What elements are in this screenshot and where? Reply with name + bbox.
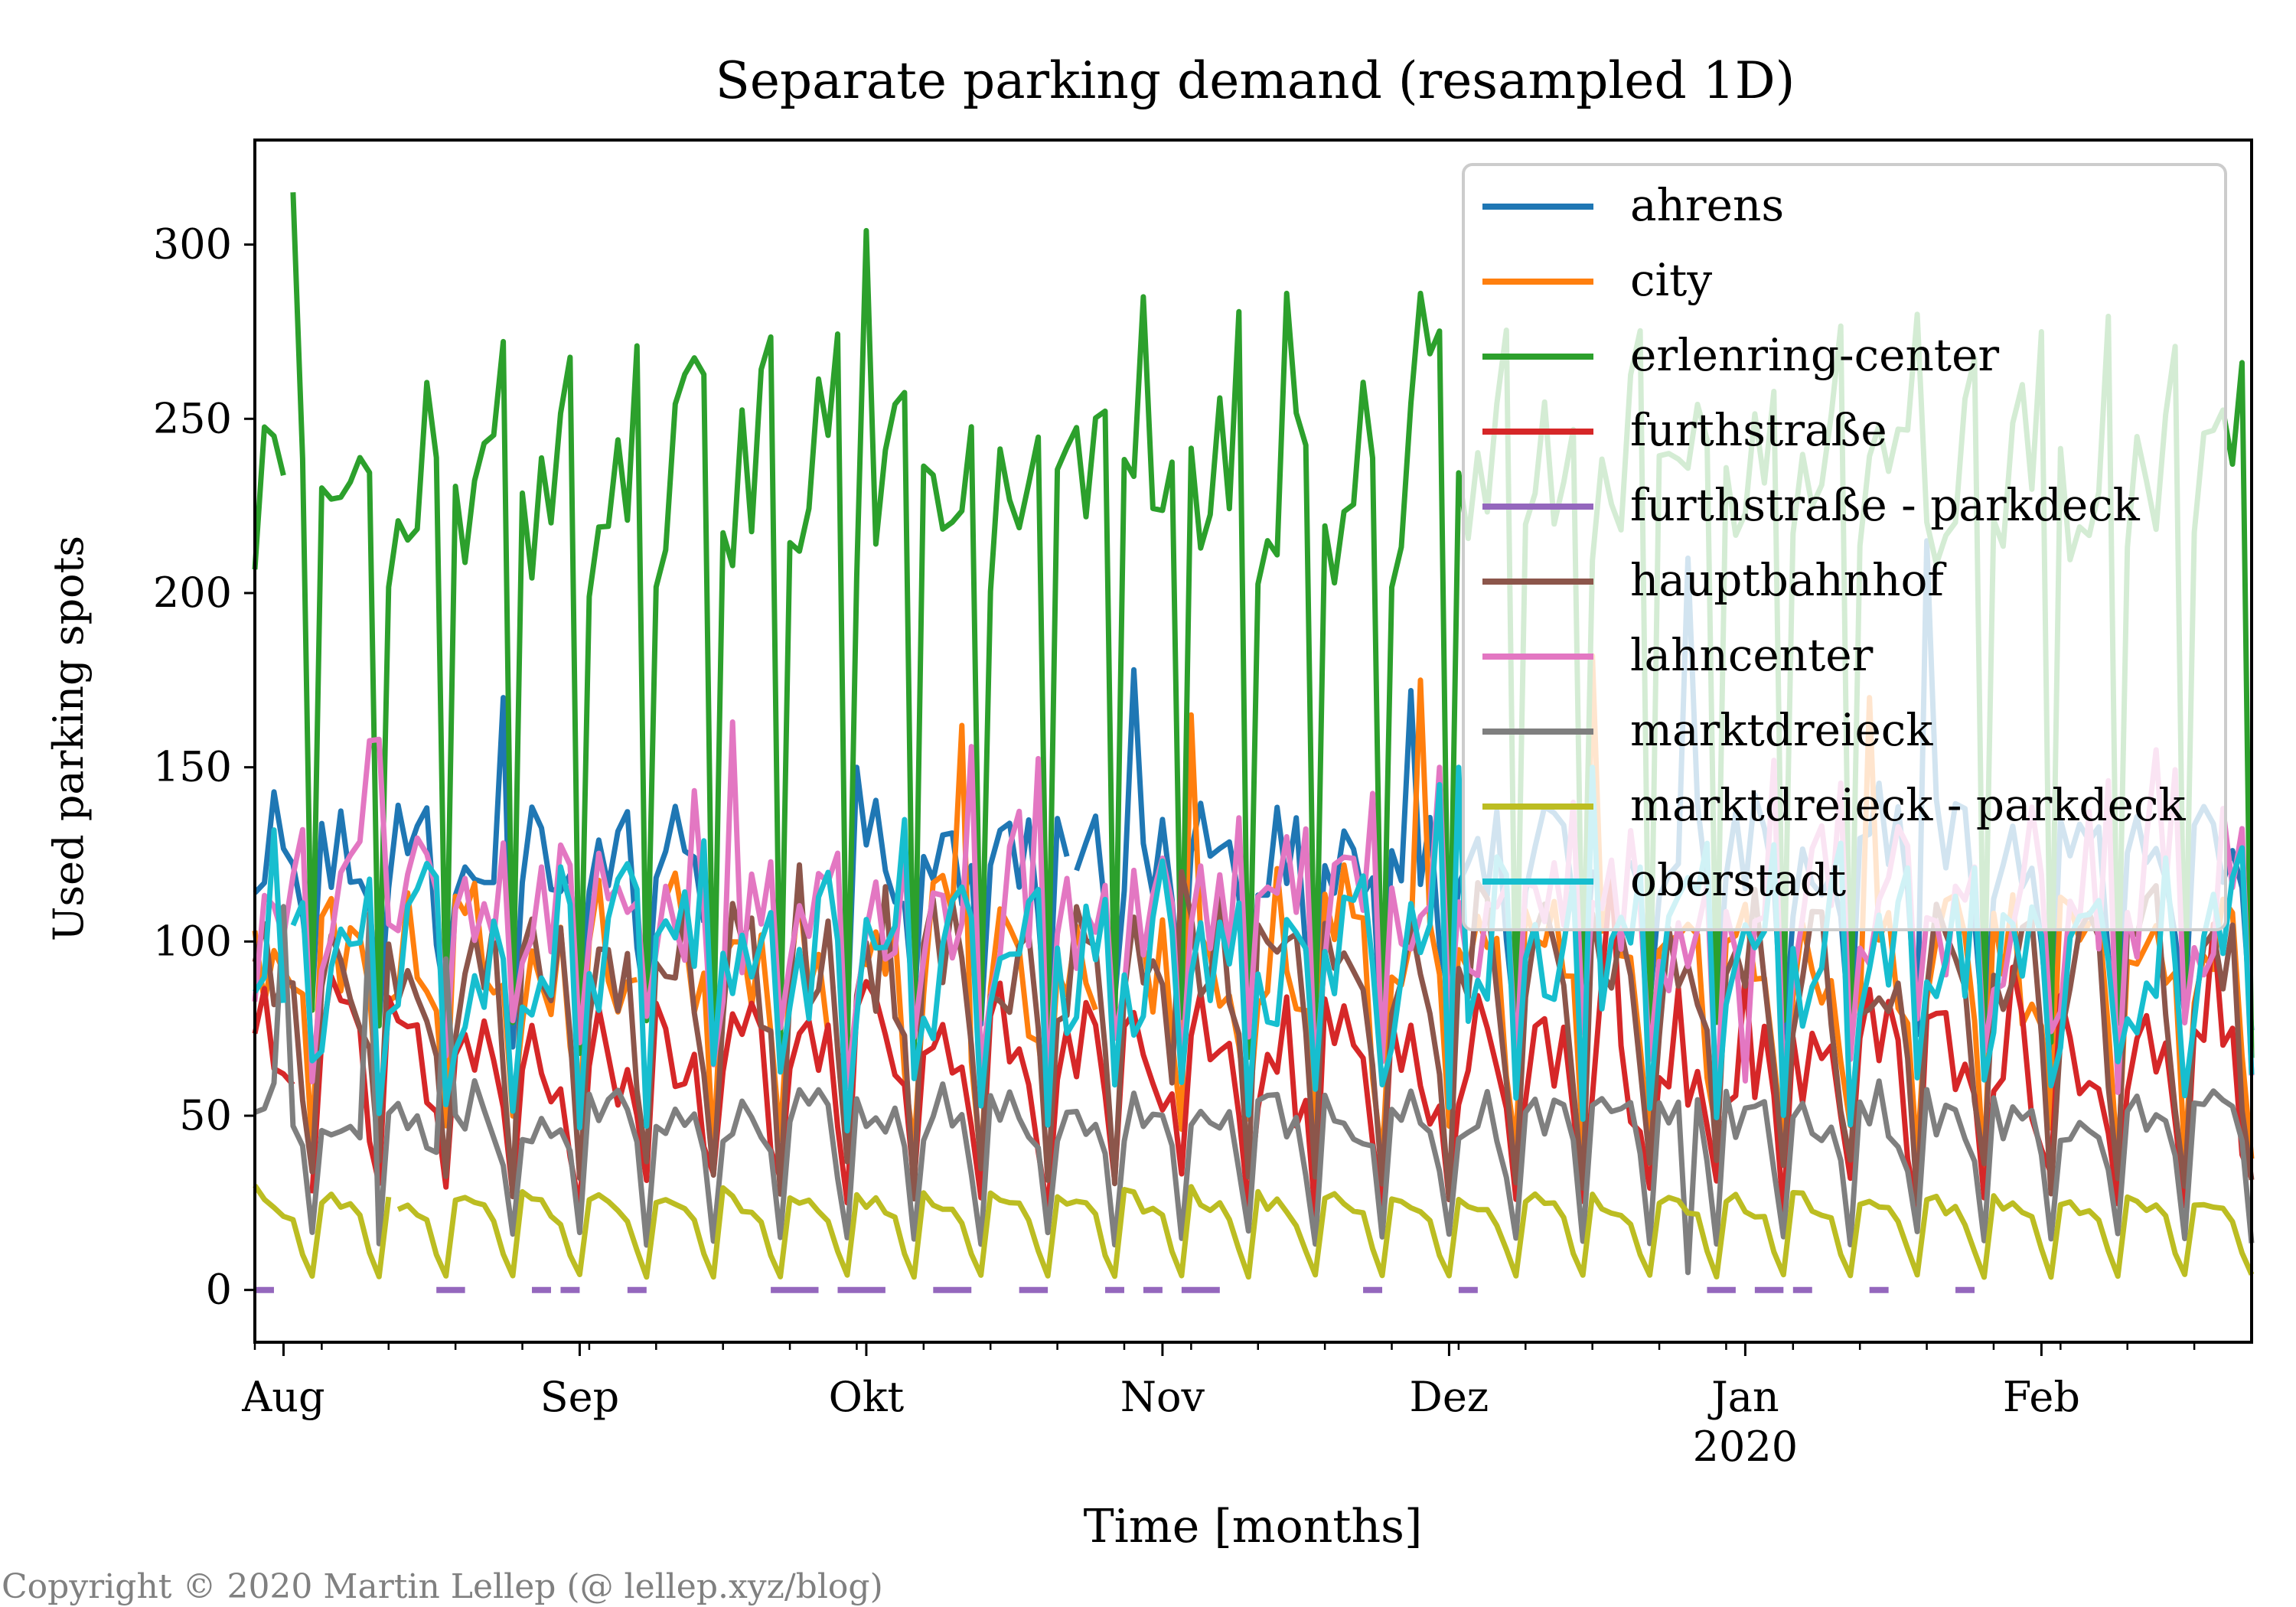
legend-frame	[1462, 163, 2227, 931]
x-tick-label: Nov	[1120, 1373, 1205, 1421]
y-tick-label: 0	[206, 1266, 232, 1314]
series-ahrens-line	[1074, 667, 1596, 1051]
series-oberstadt-line	[290, 764, 2255, 1134]
y-tick-label: 300	[153, 220, 232, 269]
legend-label: marktdreieck - parkdeck	[1630, 779, 2186, 831]
legend-label: marktdreieck	[1630, 704, 1933, 756]
series-marktdreieck-parkdeck-line	[253, 1184, 392, 1279]
legend-label: city	[1630, 254, 1712, 306]
series-lahncenter-line	[252, 719, 2255, 1107]
legend-label: furthstraße	[1630, 404, 1887, 456]
y-axis-ticks: 0 50 100 150 200 250 300	[153, 220, 255, 1314]
copyright-notice: Copyright © 2020 Martin Lellep (@ lellep…	[2, 1567, 883, 1606]
series-erlenring-center-line	[252, 424, 286, 570]
x-tick-label: Feb	[2003, 1373, 2080, 1421]
series-ahrens-line	[253, 695, 707, 1050]
legend-label: erlenring-center	[1630, 329, 1999, 381]
x-tick-label: Dez	[1410, 1373, 1489, 1421]
x-tick-label: Okt	[829, 1373, 905, 1421]
series-furthstra-e-line	[309, 869, 2255, 1220]
x-tick-label: Jan	[1707, 1373, 1779, 1421]
legend-label: oberstadt	[1630, 854, 1846, 906]
x-axis-label: Time [months]	[1084, 1500, 1423, 1553]
series-marktdreieck-line	[253, 904, 2255, 1276]
legend-label: lahncenter	[1630, 629, 1874, 681]
y-tick-label: 50	[179, 1091, 232, 1139]
chart-title: Separate parking demand (resampled 1D)	[716, 51, 1795, 110]
x-tick-label: Aug	[241, 1373, 325, 1421]
y-axis-label: Used parking spots	[44, 536, 93, 941]
legend-items: ahrens city erlenring-center furthstraße fur…	[1482, 179, 2186, 906]
y-tick-label: 250	[153, 394, 232, 442]
y-tick-label: 150	[153, 743, 232, 791]
legend-label: hauptbahnhof	[1630, 554, 1946, 606]
legend: ahrens city erlenring-center furthstraße fur…	[1462, 163, 2227, 931]
legend-label: ahrens	[1630, 179, 1784, 231]
x-tick-label: Sep	[540, 1373, 620, 1421]
plot-frame	[253, 139, 2253, 1344]
y-tick-label: 200	[153, 569, 232, 617]
y-tick-label: 100	[153, 917, 232, 965]
x-tick-sublabel: 2020	[1693, 1423, 1798, 1471]
series-marktdreieck-parkdeck-line	[396, 1184, 2255, 1280]
legend-label: furthstraße - parkdeck	[1630, 479, 2141, 531]
series-oberstadt-line	[253, 827, 286, 1003]
